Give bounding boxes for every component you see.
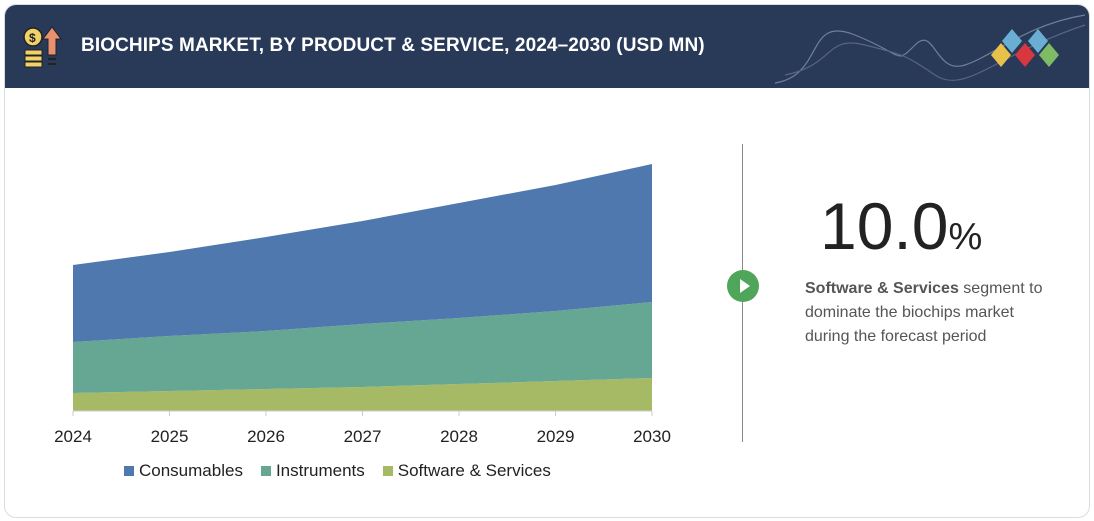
legend-swatch — [124, 466, 134, 476]
legend-swatch — [260, 466, 271, 476]
legend-label: Software & Services — [397, 461, 551, 480]
play-icon — [727, 270, 759, 302]
x-tick-label: 2028 — [440, 427, 478, 446]
header: $ BIOCHIPS MARKET, BY PRODUCT & SERVICE,… — [5, 5, 1089, 88]
x-tick-label: 2025 — [151, 427, 189, 446]
money-growth-icon: $ — [23, 26, 62, 68]
legend-item-consumables: Consumables — [124, 461, 243, 481]
diamond-logo — [774, 14, 1086, 84]
legend-label: Consumables — [139, 461, 243, 480]
x-tick-label: 2026 — [247, 427, 285, 446]
callout-description: segment to dominate the biochips market … — [805, 280, 1043, 345]
legend-item-instruments: Instruments — [260, 461, 365, 481]
legend-label: Instruments — [275, 461, 365, 480]
legend: Consumables Instruments Software & Servi… — [124, 461, 551, 481]
x-tick-label: 2030 — [633, 427, 671, 446]
area-consumables — [73, 164, 652, 342]
callout-segment: Software & Services — [805, 280, 959, 297]
x-tick-label: 2024 — [54, 427, 92, 446]
legend-item-software-services: Software & Services — [382, 461, 551, 481]
area-instruments — [73, 302, 652, 393]
callout-text: Software & Services segment to dominate … — [805, 277, 1045, 349]
x-tick-label: 2029 — [537, 427, 575, 446]
area-software-services — [73, 378, 652, 411]
cagr-unit: % — [948, 216, 983, 258]
cagr-value: 10.0% — [820, 188, 982, 264]
cagr-number: 10.0 — [820, 189, 949, 263]
legend-swatch — [382, 466, 393, 476]
chart-title: BIOCHIPS MARKET, BY PRODUCT & SERVICE, 2… — [81, 35, 705, 56]
x-tick-label: 2027 — [344, 427, 382, 446]
svg-text:$: $ — [29, 31, 36, 45]
